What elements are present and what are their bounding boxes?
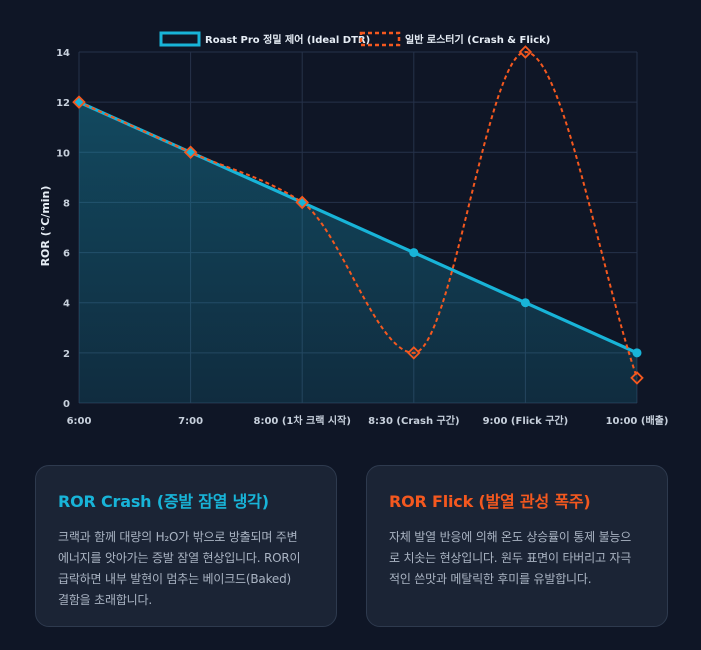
legend-label-ideal: Roast Pro 정밀 제어 (Ideal DTR) <box>205 33 370 46</box>
legend-swatch-ideal <box>159 31 201 47</box>
x-tick-label: 8:00 (1차 크랙 시작) <box>253 414 350 427</box>
y-tick-label: 4 <box>63 299 70 310</box>
flick-line: 자체 발열 반응에 의해 온도 상승률이 통제 불능으 <box>389 530 632 544</box>
flick-line: 로 치솟는 현상입니다. 원두 표면이 타버리고 자극 <box>389 551 632 565</box>
y-tick-label: 14 <box>56 48 70 59</box>
conventional-series-point <box>183 145 198 160</box>
y-tick-label: 0 <box>63 399 70 410</box>
crash-line: 결함을 초래합니다. <box>58 593 152 607</box>
legend-swatch-conventional <box>359 31 401 47</box>
ideal-series-point <box>520 298 530 308</box>
crash-card-text: 크랙과 함께 대량의 H₂O가 밖으로 방출되며 주변 에너지를 앗아가는 증발… <box>58 527 314 611</box>
crash-line: 급락하면 내부 발현이 멈추는 베이크드(Baked) <box>58 572 291 586</box>
series-points <box>72 45 644 385</box>
flick-card: ROR Flick (발열 관성 폭주) 자체 발열 반응에 의해 온도 상승률… <box>366 465 668 627</box>
y-axis-label: ROR (°C/min) <box>39 186 52 267</box>
x-tick-label: 6:00 <box>67 416 92 427</box>
conventional-series-point <box>72 95 86 109</box>
tick-labels: 0 2 4 6 8 10 12 14 6:00 7:00 8:00 (1차 크랙 시작) 8:30 (… <box>56 48 668 427</box>
conventional-series-point <box>295 195 309 210</box>
y-tick-label: 2 <box>63 349 70 360</box>
conventional-series-point <box>630 371 644 385</box>
ideal-series-area <box>79 102 637 404</box>
y-tick-label: 6 <box>63 249 70 260</box>
crash-card: ROR Crash (증발 잠열 냉각) 크랙과 함께 대량의 H₂O가 밖으로… <box>35 465 337 627</box>
x-tick-label: 10:00 (배출) <box>606 414 669 427</box>
crash-card-title: ROR Crash (증발 잠열 냉각) <box>58 492 269 511</box>
x-tick-label: 8:30 (Crash 구간) <box>368 414 459 427</box>
y-tick-label: 12 <box>56 98 70 109</box>
ideal-series-point <box>409 248 419 258</box>
legend-label-conventional: 일반 로스터기 (Crash & Flick) <box>405 33 550 46</box>
x-tick-label: 9:00 (Flick 구간) <box>483 414 569 427</box>
y-tick-label: 8 <box>63 198 70 209</box>
flick-line: 적인 쓴맛과 메탈릭한 후미를 유발합니다. <box>389 572 592 586</box>
x-tick-label: 7:00 <box>178 416 203 427</box>
conventional-series-point <box>518 45 533 59</box>
flick-card-text: 자체 발열 반응에 의해 온도 상승률이 통제 불능으 로 치솟는 현상입니다.… <box>389 527 645 590</box>
ror-chart: 0 2 4 6 8 10 12 14 6:00 7:00 8:00 (1차 크랙 시작) 8:30 (… <box>39 31 668 427</box>
flick-card-title: ROR Flick (발열 관성 폭주) <box>389 492 591 511</box>
area-fill <box>79 102 637 404</box>
ideal-series-point <box>632 348 642 358</box>
y-tick-label: 10 <box>56 148 70 159</box>
crash-line: 크랙과 함께 대량의 H₂O가 밖으로 방출되며 주변 <box>58 530 298 544</box>
conventional-series-point <box>407 346 421 360</box>
legend[interactable]: Roast Pro 정밀 제어 (Ideal DTR) 일반 로스터기 (Cras… <box>159 31 550 47</box>
crash-line: 에너지를 앗아가는 증발 잠열 현상입니다. ROR이 <box>58 551 301 565</box>
